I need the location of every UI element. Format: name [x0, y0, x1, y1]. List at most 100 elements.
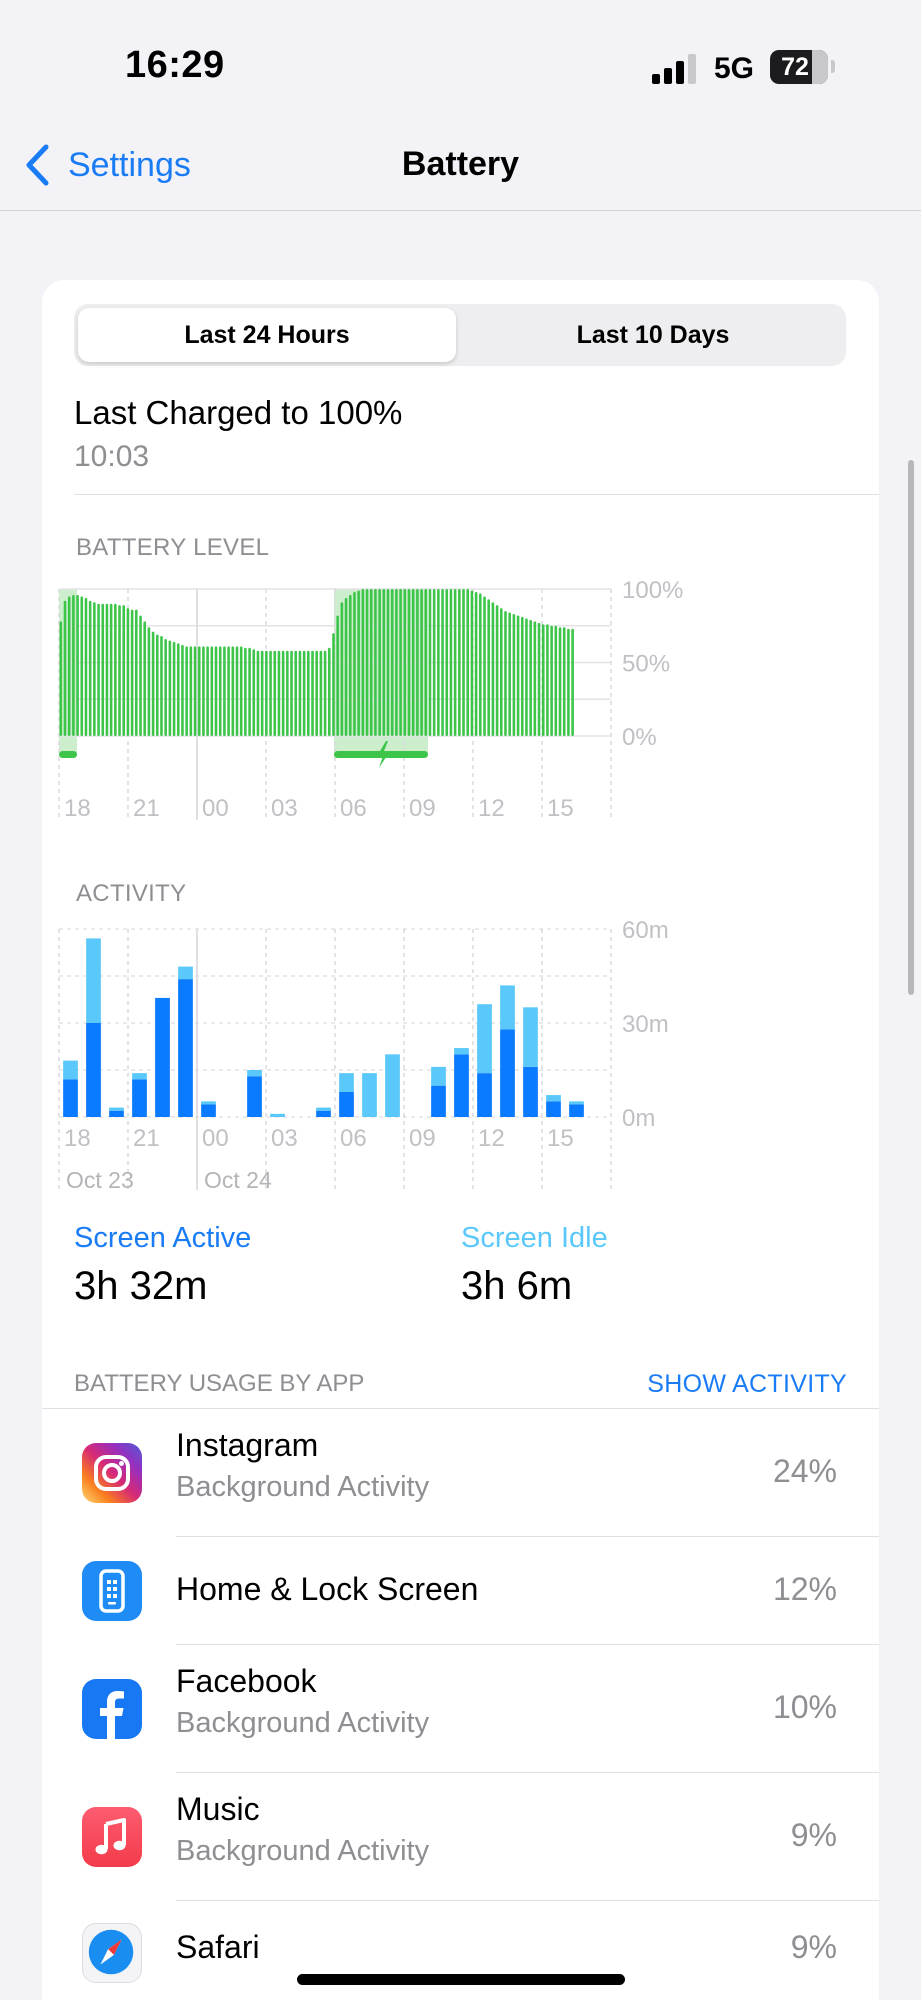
battery-bar — [231, 646, 235, 736]
y-tick-label: 60m — [622, 917, 669, 944]
battery-bar — [97, 603, 100, 736]
battery-tip — [831, 60, 835, 73]
battery-bar — [357, 590, 360, 736]
battery-bar — [286, 650, 289, 736]
battery-bar — [273, 650, 277, 736]
app-row-safari[interactable]: Safari 9% — [42, 1901, 879, 2000]
battery-bar — [361, 589, 365, 736]
battery-bar — [88, 600, 92, 736]
battery-bar — [118, 605, 121, 736]
battery-bar — [168, 640, 172, 736]
screen-idle-bar — [362, 1073, 377, 1117]
show-activity-button[interactable]: SHOW ACTIVITY — [647, 1370, 847, 1398]
x-tick-label: 00 — [202, 795, 229, 822]
app-row-music[interactable]: Music Background Activity 9% — [42, 1773, 879, 1901]
screen-idle-bar — [500, 985, 515, 1030]
battery-bar — [462, 589, 465, 736]
battery-bar — [537, 622, 541, 736]
battery-bar — [453, 589, 457, 736]
screen-idle-bar — [385, 1054, 400, 1117]
battery-card: Last 24 Hours Last 10 Days Last Charged … — [42, 280, 879, 2000]
safari-icon — [82, 1923, 142, 1983]
screen-idle-bar — [546, 1095, 561, 1102]
screen-idle-bar — [477, 1004, 492, 1074]
screen-active-value: 3h 32m — [74, 1264, 208, 1308]
battery-bar — [533, 621, 537, 736]
battery-bar — [256, 650, 260, 736]
charging-bolt-icon — [377, 741, 390, 768]
battery-bar — [109, 603, 113, 736]
screen-idle-bar — [339, 1073, 354, 1092]
divider — [42, 1408, 879, 1409]
battery-bar — [147, 627, 151, 736]
battery-bar — [151, 631, 155, 736]
screen-active-bar — [178, 979, 193, 1117]
battery-bar — [114, 603, 117, 736]
battery-bar — [437, 589, 440, 736]
home-indicator[interactable] — [297, 1974, 625, 1985]
segment-last-24-hours[interactable]: Last 24 Hours — [78, 308, 456, 362]
battery-bar — [420, 589, 423, 736]
screen-active-bar — [316, 1110, 331, 1117]
battery-bar — [508, 612, 511, 736]
battery-bar — [269, 650, 272, 736]
app-row-facebook[interactable]: Facebook Background Activity 10% — [42, 1645, 879, 1773]
x-tick-label: 21 — [133, 1125, 160, 1152]
battery-bar — [369, 589, 373, 736]
y-tick-label: 50% — [622, 651, 670, 678]
screen-active-bar — [477, 1073, 492, 1117]
battery-bar — [466, 589, 470, 736]
back-button-label: Settings — [68, 145, 191, 184]
battery-bar — [72, 594, 75, 736]
battery-bar — [403, 589, 407, 736]
x-tick-label: 06 — [340, 1125, 367, 1152]
battery-bar — [445, 589, 449, 736]
battery-bar — [139, 615, 142, 736]
battery-bar — [84, 597, 88, 736]
y-tick-label: 100% — [622, 577, 683, 604]
chevron-left-icon — [26, 144, 49, 186]
app-percent: 9% — [790, 1929, 837, 1965]
battery-bar — [432, 589, 436, 736]
app-name: Music — [176, 1791, 260, 1827]
scrollbar[interactable] — [908, 460, 914, 995]
battery-bar — [479, 593, 482, 736]
screen-active-bar — [454, 1054, 469, 1117]
battery-bar — [76, 594, 79, 736]
battery-bar — [374, 589, 377, 736]
battery-bar — [294, 650, 298, 736]
battery-bar — [189, 646, 193, 736]
battery-bar — [193, 646, 197, 736]
battery-bar — [135, 609, 138, 736]
back-button[interactable]: Settings — [24, 143, 191, 187]
screen-active-bar — [132, 1079, 147, 1117]
y-tick-label: 0m — [622, 1105, 655, 1132]
screen-idle-bar — [431, 1066, 446, 1086]
app-row-home-lock-screen[interactable]: Home & Lock Screen 12% — [42, 1537, 879, 1645]
app-subtitle: Background Activity — [176, 1471, 430, 1503]
battery-bar — [67, 596, 71, 736]
divider — [74, 494, 879, 495]
battery-bar — [93, 602, 96, 736]
x-tick-label: 12 — [478, 795, 505, 822]
battery-bar — [558, 627, 562, 736]
row-divider — [176, 1772, 879, 1773]
battery-bar — [474, 591, 478, 736]
battery-bar — [122, 605, 126, 736]
battery-bar — [80, 596, 84, 736]
battery-bar — [487, 599, 490, 736]
battery-bar — [516, 615, 520, 736]
segment-last-10-days[interactable]: Last 10 Days — [576, 321, 730, 349]
battery-bar — [567, 628, 570, 736]
battery-bar — [344, 597, 348, 736]
battery-bar — [428, 589, 432, 736]
battery-bar — [281, 650, 285, 736]
screen-idle-bar — [247, 1070, 262, 1077]
battery-bar — [386, 589, 390, 736]
battery-bar — [449, 589, 453, 736]
battery-bar — [483, 596, 486, 736]
battery-bar — [323, 650, 327, 736]
screen-idle-value: 3h 6m — [461, 1264, 573, 1308]
app-row-instagram[interactable]: Instagram Background Activity 24% — [42, 1409, 879, 1537]
battery-bar — [407, 589, 411, 736]
